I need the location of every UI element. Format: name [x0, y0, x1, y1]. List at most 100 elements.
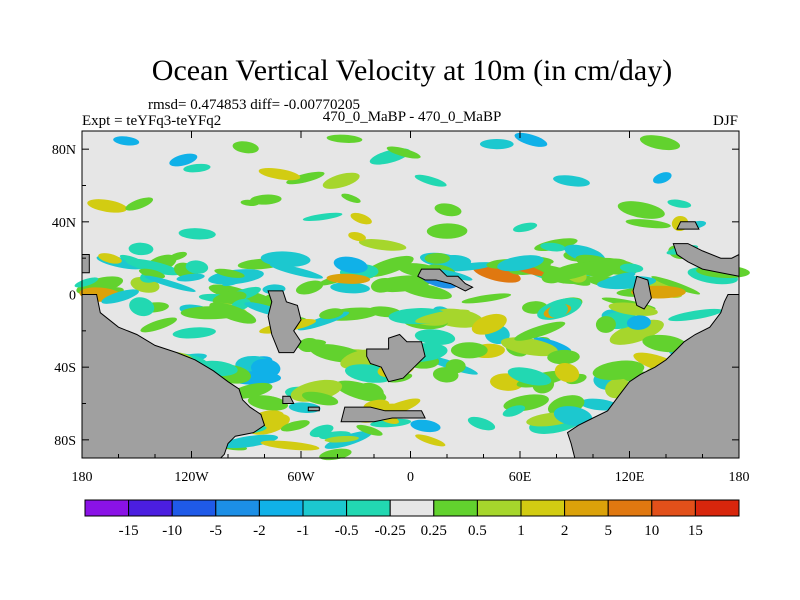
velocity-patch [333, 256, 368, 274]
velocity-patch [240, 199, 259, 206]
colorbar-label: 10 [644, 523, 659, 539]
colorbar-swatch [258, 499, 304, 517]
velocity-patch [119, 254, 146, 266]
velocity-patch [617, 201, 665, 219]
velocity-patch [348, 231, 366, 242]
velocity-patch [222, 434, 279, 449]
chart-title: Ocean Vertical Velocity at 10m (in cm/da… [152, 54, 672, 87]
land-central-north [417, 268, 474, 292]
velocity-patch [129, 297, 155, 317]
land-mask [81, 221, 740, 459]
y-tick-label: 80N [52, 143, 76, 158]
velocity-patch [214, 268, 245, 278]
colorbar-swatch [302, 499, 348, 517]
velocity-patch [642, 334, 688, 353]
velocity-patch [260, 251, 311, 267]
velocity-patch [356, 382, 384, 401]
period-label: 470_0_MaBP - 470_0_MaBP [323, 109, 502, 125]
velocity-patch [286, 171, 325, 185]
velocity-patch [358, 239, 407, 251]
y-axis: 80N 40N 0 40S 80S [52, 143, 739, 449]
velocity-patch [414, 174, 447, 187]
x-tick-label: 60E [509, 470, 532, 485]
velocity-patch [467, 416, 496, 431]
velocity-patch [322, 172, 360, 189]
land-east-islet [676, 221, 700, 230]
velocity-patch [125, 197, 154, 211]
x-tick-label: 0 [407, 470, 414, 485]
velocity-patch [370, 277, 395, 293]
colorbar-label: -0.5 [335, 523, 359, 539]
velocity-patch [144, 275, 196, 292]
velocity-patch [232, 141, 259, 154]
velocity-patch [415, 434, 446, 447]
velocity-patch [98, 253, 122, 264]
x-tick-label: 120E [615, 470, 645, 485]
colorbar-label: 2 [561, 523, 569, 539]
colorbar-swatch [389, 499, 435, 517]
x-tick-label: 180 [72, 470, 93, 485]
velocity-patch [415, 309, 470, 324]
velocity-patch [502, 405, 526, 417]
velocity-patch [432, 367, 459, 383]
velocity-patch [471, 313, 507, 335]
colorbar-label: 1 [517, 523, 525, 539]
velocity-patch [101, 289, 139, 304]
velocity-patch [592, 360, 645, 381]
colorbar-swatch [346, 499, 391, 517]
y-tick-label: 0 [69, 289, 76, 304]
velocity-patch [595, 316, 616, 333]
velocity-patch [295, 280, 324, 295]
velocity-patch [445, 262, 495, 272]
velocity-patch [579, 398, 619, 411]
x-tick-label: 180 [729, 470, 750, 485]
colorbar-swatch [171, 499, 217, 517]
velocity-patch [180, 306, 240, 320]
velocity-patch [533, 337, 572, 353]
velocity-patch [258, 167, 301, 181]
velocity-patch [250, 194, 282, 205]
velocity-patch [301, 391, 339, 406]
colorbar-swatch [433, 499, 478, 517]
experiment-label: Expt = teYFq3-teYFq2 [82, 113, 221, 129]
velocity-patch [356, 424, 383, 436]
colorbar-label: 15 [688, 523, 703, 539]
velocity-patch [410, 419, 441, 433]
velocity-patch [436, 269, 473, 281]
land-east-island [632, 275, 652, 310]
velocity-patch [599, 272, 636, 286]
colorbar-label: -1 [297, 523, 310, 539]
velocity-patch [554, 363, 580, 383]
land-central-south [267, 290, 302, 354]
velocity-patch [461, 293, 512, 304]
colorbar-swatch [694, 499, 740, 517]
velocity-patch [138, 268, 166, 279]
land-west [81, 294, 266, 459]
velocity-patch [298, 337, 320, 353]
velocity-patch [178, 228, 216, 240]
velocity-patch [222, 277, 244, 287]
velocity-patch [176, 273, 205, 282]
velocity-patch [548, 303, 568, 319]
colorbar-swatch [651, 499, 696, 517]
velocity-patch [256, 410, 284, 421]
velocity-patch [434, 203, 462, 217]
velocity-patch [426, 223, 468, 239]
velocity-patch [513, 222, 538, 233]
colorbar-label: -15 [119, 523, 139, 539]
colorbar-swatch [607, 499, 653, 517]
colorbar-swatch [215, 499, 260, 517]
x-axis: 180 120W 60W 0 60E 120E 180 [72, 131, 750, 485]
colorbar-swatch [128, 499, 173, 517]
colorbar-swatch [564, 499, 609, 517]
velocity-patch [450, 342, 488, 359]
velocity-patch [324, 435, 359, 443]
velocity-patch [651, 276, 701, 295]
velocity-patch [280, 420, 310, 432]
velocity-patch [514, 132, 548, 147]
colorbar-label: -0.25 [375, 523, 406, 539]
velocity-patch [609, 319, 664, 345]
x-tick-label: 120W [174, 470, 209, 485]
velocity-patch [74, 277, 99, 288]
velocity-patch [500, 337, 558, 357]
